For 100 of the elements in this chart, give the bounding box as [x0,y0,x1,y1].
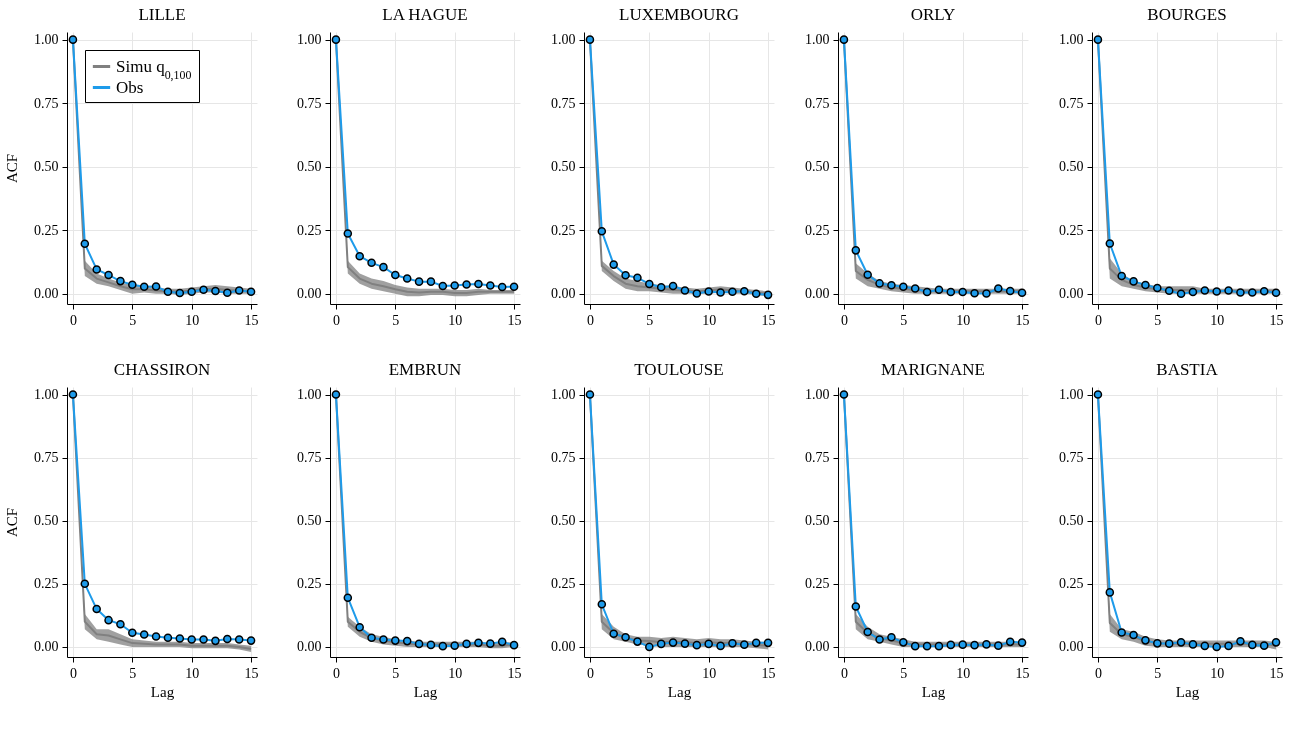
y-tick-label: 0.25 [34,576,59,592]
x-tick-label: 0 [1094,665,1102,681]
y-tick-label: 0.00 [297,286,322,302]
point [1212,287,1221,296]
point [438,641,448,651]
point [509,282,519,291]
point [116,619,125,629]
x-tick-label: 15 [1015,665,1030,681]
x-tick-label: 10 [185,312,200,328]
point [509,640,519,650]
x-tick-label: 5 [1154,665,1162,681]
point [1271,638,1281,647]
point [1224,286,1233,295]
point [80,239,90,249]
point [716,288,725,297]
x-tick-label: 0 [69,665,77,681]
point [751,638,761,648]
point [633,637,642,646]
x-axis-title: Lag [150,683,175,700]
y-tick-label: 0.25 [297,576,322,592]
point [946,287,956,297]
point [474,279,483,289]
y-tick-label: 1.00 [1059,32,1084,48]
point [379,262,388,272]
point [946,640,956,650]
point [1200,641,1210,651]
point [151,282,161,291]
x-tick-label: 10 [448,665,463,681]
point [355,251,364,261]
point [391,270,400,280]
point [585,390,595,399]
point [426,277,436,286]
point [497,637,507,647]
point [875,635,884,644]
point [223,288,232,298]
y-tick-label: 0.00 [551,286,576,302]
x-tick-label: 10 [448,312,463,328]
x-axis-title: Lag [921,683,946,700]
x-tick-label: 5 [900,312,908,328]
point [763,638,773,648]
point [645,279,654,289]
point [887,633,896,642]
y-tick-label: 0.00 [551,639,576,655]
chart-title: TOULOUSE [634,360,724,379]
point [958,287,967,297]
point [1248,288,1257,297]
point [1129,630,1138,640]
point [1164,286,1174,296]
point [1259,641,1269,650]
point [740,640,749,649]
point [199,635,208,644]
point [187,287,196,297]
y-tick-label: 1.00 [805,387,830,403]
point [1212,642,1221,652]
point [426,640,436,650]
x-axis-title: Lag [667,683,692,700]
point [934,285,944,295]
point [751,289,761,299]
point [163,287,173,297]
point [1164,639,1174,648]
point [355,622,364,632]
y-tick-label: 0.75 [805,450,830,466]
y-tick-label: 0.50 [1059,513,1084,529]
y-tick-label: 1.00 [1059,387,1084,403]
point [970,289,979,298]
point [763,290,773,300]
point [1236,288,1245,297]
y-tick-label: 0.00 [805,286,830,302]
chart-title: LUXEMBOURG [619,5,739,24]
point [223,634,232,644]
y-tick-label: 0.50 [297,513,322,529]
y-tick-label: 0.25 [34,222,59,238]
y-tick-label: 0.25 [805,222,830,238]
chart-title: BASTIA [1156,360,1219,379]
point [234,286,244,295]
point [994,284,1003,293]
x-tick-label: 10 [702,665,717,681]
point [958,640,967,649]
point [92,265,101,274]
y-tick-label: 0.75 [551,450,576,466]
point [68,390,78,399]
point [704,287,713,296]
point [609,260,618,269]
x-tick-label: 15 [761,312,776,328]
point [910,284,920,293]
y-tick-label: 0.00 [34,639,59,655]
point [621,633,630,642]
point [970,640,979,650]
y-tick-label: 0.00 [1059,639,1084,655]
x-tick-label: 5 [1154,312,1162,328]
point [187,635,196,644]
point [1017,288,1027,298]
point [343,229,353,238]
chart-title: CHASSIRON [113,360,211,379]
point [1153,283,1162,293]
x-tick-label: 15 [1269,312,1284,328]
point [163,633,173,643]
y-tick-label: 0.25 [551,222,576,238]
point [1236,637,1245,646]
x-tick-label: 10 [1210,312,1225,328]
